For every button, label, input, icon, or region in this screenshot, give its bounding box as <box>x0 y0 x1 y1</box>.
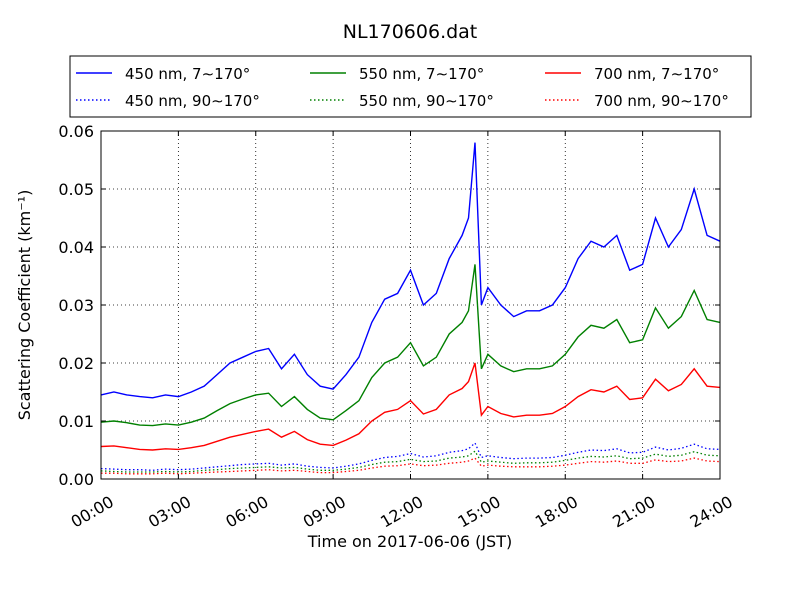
y-axis-label: Scattering Coefficient (km⁻¹) <box>15 190 34 421</box>
x-tick-label: 03:00 <box>145 492 194 532</box>
y-tick-label: 0.04 <box>58 238 94 257</box>
series-layer <box>100 142 721 475</box>
y-tick-label: 0.02 <box>58 354 94 373</box>
x-tick-label: 24:00 <box>687 492 736 532</box>
legend: 450 nm, 7∼170° 550 nm, 7∼170° 700 nm, 7∼17… <box>69 55 752 118</box>
x-tick-label: 21:00 <box>609 492 658 532</box>
legend-box <box>69 55 752 118</box>
x-tick-label: 15:00 <box>454 492 503 532</box>
axis-ticks: 00:00 03:00 06:00 09:00 12:00 15:00 18:00 21:00… <box>58 122 736 532</box>
legend-label: 700 nm, 7∼170° <box>594 65 719 83</box>
legend-label: 550 nm, 90∼170° <box>359 92 494 110</box>
y-tick-label: 0.05 <box>58 180 94 199</box>
x-tick-label: 09:00 <box>300 492 349 532</box>
grid-lines <box>101 131 720 479</box>
legend-label: 550 nm, 7∼170° <box>359 65 484 83</box>
chart-title: NL170606.dat <box>343 21 478 43</box>
x-tick-label: 12:00 <box>377 492 426 532</box>
series-line-0 <box>100 142 721 399</box>
series-line-3 <box>100 441 721 471</box>
series-line-1 <box>100 264 721 427</box>
legend-label: 450 nm, 90∼170° <box>125 92 260 110</box>
y-tick-label: 0.06 <box>58 122 94 141</box>
legend-label: 700 nm, 90∼170° <box>594 92 729 110</box>
x-tick-label: 18:00 <box>532 492 581 532</box>
y-tick-label: 0.01 <box>58 412 94 431</box>
y-tick-label: 0.03 <box>58 296 94 315</box>
y-tick-label: 0.00 <box>58 470 94 489</box>
x-tick-label: 06:00 <box>222 492 271 532</box>
x-tick-label: 00:00 <box>68 492 117 532</box>
series-line-2 <box>100 362 721 451</box>
x-axis-label: Time on 2017-06-06 (JST) <box>307 532 512 551</box>
legend-label: 450 nm, 7∼170° <box>125 65 250 83</box>
